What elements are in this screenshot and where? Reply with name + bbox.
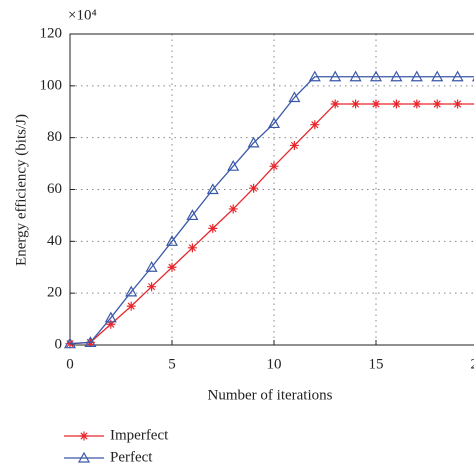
marker: [187, 243, 197, 253]
marker: [126, 301, 136, 311]
y-tick-label: 40: [47, 233, 62, 249]
legend-label: Perfect: [110, 449, 153, 465]
marker: [351, 99, 361, 109]
marker: [289, 140, 299, 150]
y-tick-label: 0: [55, 336, 63, 352]
y-tick-label: 120: [40, 25, 63, 41]
marker: [451, 70, 464, 82]
marker: [227, 159, 240, 171]
marker: [106, 319, 116, 329]
marker: [147, 282, 157, 292]
marker: [412, 99, 422, 109]
plot-frame: [69, 33, 474, 346]
marker: [186, 209, 199, 221]
marker: [206, 183, 219, 195]
marker: [431, 70, 444, 82]
marker: [330, 99, 340, 109]
marker: [84, 336, 97, 348]
y-tick-label: 20: [47, 285, 62, 301]
y-tick-label: 60: [47, 181, 62, 197]
y-tick-label: 100: [40, 77, 63, 93]
exponent-label: ×10⁴: [68, 7, 97, 23]
marker: [165, 235, 179, 246]
y-axis-label: Energy efficiency (bits/J): [13, 114, 29, 266]
series-line: [69, 76, 474, 345]
marker: [208, 223, 218, 233]
x-tick-label: 15: [369, 356, 384, 372]
marker: [369, 70, 383, 82]
x-axis-label: Number of iterations: [208, 387, 333, 403]
marker: [77, 451, 91, 463]
marker: [125, 285, 138, 297]
marker: [63, 337, 77, 349]
marker: [371, 99, 381, 109]
x-tick-label: 0: [66, 356, 74, 372]
x-tick-label: 10: [267, 356, 282, 372]
legend-label: Imperfect: [110, 427, 169, 443]
marker: [104, 311, 117, 323]
y-tick-label: 80: [47, 129, 62, 145]
x-tick-label: 20: [471, 356, 474, 372]
marker: [329, 70, 342, 82]
marker: [228, 204, 238, 214]
marker: [349, 70, 362, 82]
marker: [410, 70, 423, 82]
marker: [269, 161, 279, 171]
marker: [288, 91, 301, 103]
marker: [453, 99, 463, 109]
marker: [79, 431, 89, 441]
marker: [247, 136, 260, 148]
marker: [391, 99, 401, 109]
marker: [308, 70, 321, 82]
marker: [167, 262, 177, 272]
marker: [145, 261, 158, 272]
x-tick-label: 5: [168, 356, 176, 372]
marker: [310, 120, 320, 130]
marker: [390, 70, 403, 82]
marker: [432, 99, 442, 109]
marker: [267, 117, 281, 129]
marker: [249, 183, 259, 193]
